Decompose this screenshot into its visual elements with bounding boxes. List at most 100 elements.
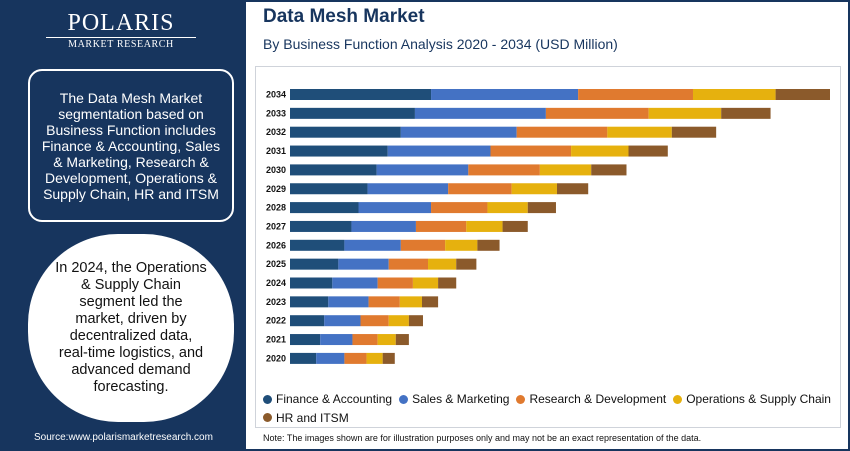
bar-2029-series-1 bbox=[367, 183, 449, 195]
bar-2020-series-1 bbox=[316, 352, 345, 364]
highlight-info-text: In 2024, the Operations & Supply Chain s… bbox=[55, 260, 207, 395]
bar-2025-series-3 bbox=[428, 258, 457, 270]
bar-2031-series-3 bbox=[571, 145, 629, 157]
bar-2032-series-2 bbox=[516, 126, 608, 138]
bar-2022-series-1 bbox=[324, 315, 361, 327]
polaris-logo: POLARIS MARKET RESEARCH bbox=[46, 10, 196, 50]
bar-2024-series-3 bbox=[412, 277, 439, 289]
bar-2026-series-3 bbox=[445, 239, 478, 251]
bar-2021-series-0 bbox=[290, 334, 321, 346]
category-label-2034: 2034 bbox=[266, 90, 286, 100]
bar-2027-series-0 bbox=[290, 220, 352, 232]
bar-2020-series-2 bbox=[344, 352, 367, 364]
bar-2023-series-0 bbox=[290, 296, 329, 308]
bar-2027-series-1 bbox=[351, 220, 416, 232]
bar-2034-series-1 bbox=[431, 89, 579, 100]
bar-2022-series-2 bbox=[360, 315, 389, 327]
category-label-2026: 2026 bbox=[266, 240, 286, 250]
bar-2029-series-4 bbox=[556, 183, 589, 195]
bar-2034-series-3 bbox=[692, 89, 776, 100]
bar-2024-series-4 bbox=[438, 277, 457, 289]
bar-2027-series-4 bbox=[502, 220, 528, 232]
bar-2022-series-0 bbox=[290, 315, 325, 327]
category-label-2032: 2032 bbox=[266, 127, 286, 137]
legend-item-2: Research & Development bbox=[516, 390, 666, 408]
bar-2024-series-1 bbox=[332, 277, 378, 289]
legend-label-1: Sales & Marketing bbox=[412, 392, 510, 406]
bar-2030-series-4 bbox=[591, 164, 627, 176]
bar-2022-series-3 bbox=[388, 315, 409, 327]
bar-2029-series-0 bbox=[290, 183, 368, 195]
bar-2026-series-1 bbox=[344, 239, 401, 251]
legend-swatch-1 bbox=[399, 394, 409, 404]
bar-2031-series-1 bbox=[387, 145, 491, 157]
segmentation-info-box: The Data Mesh Market segmentation based … bbox=[28, 69, 234, 222]
category-label-2033: 2033 bbox=[266, 108, 286, 118]
bar-2020-series-0 bbox=[290, 352, 317, 364]
category-label-2029: 2029 bbox=[266, 184, 286, 194]
bar-2034-series-0 bbox=[290, 89, 432, 100]
legend-label-0: Finance & Accounting bbox=[276, 392, 393, 406]
bar-2034-series-4 bbox=[775, 89, 830, 100]
bar-2025-series-4 bbox=[456, 258, 477, 270]
bar-2028-series-3 bbox=[487, 202, 528, 214]
bar-2021-series-2 bbox=[352, 334, 378, 346]
bar-2028-series-0 bbox=[290, 202, 359, 214]
bar-2030-series-2 bbox=[468, 164, 540, 176]
bar-2020-series-3 bbox=[366, 352, 383, 364]
bar-2023-series-3 bbox=[399, 296, 422, 308]
chart-title: Data Mesh Market bbox=[263, 6, 425, 27]
category-label-2022: 2022 bbox=[266, 316, 286, 326]
bar-2033-series-0 bbox=[290, 107, 415, 119]
logo-subtitle: MARKET RESEARCH bbox=[46, 37, 196, 50]
bar-2026-series-0 bbox=[290, 239, 345, 251]
bar-2031-series-4 bbox=[628, 145, 668, 157]
bar-2023-series-4 bbox=[421, 296, 439, 308]
legend-label-4: HR and ITSM bbox=[276, 410, 349, 425]
bar-2021-series-4 bbox=[395, 334, 409, 346]
bar-2027-series-3 bbox=[466, 220, 503, 232]
bar-2024-series-0 bbox=[290, 277, 333, 289]
highlight-info-box: In 2024, the Operations & Supply Chain s… bbox=[28, 234, 234, 422]
legend-item-0: Finance & Accounting bbox=[263, 390, 392, 408]
bar-2032-series-3 bbox=[607, 126, 672, 138]
category-label-2030: 2030 bbox=[266, 165, 286, 175]
bar-2030-series-0 bbox=[290, 164, 377, 176]
legend-swatch-0 bbox=[263, 394, 272, 404]
chart-subtitle: By Business Function Analysis 2020 - 203… bbox=[263, 36, 618, 52]
category-label-2025: 2025 bbox=[266, 259, 286, 269]
bar-2030-series-1 bbox=[376, 164, 469, 176]
legend-swatch-3 bbox=[673, 394, 683, 404]
bar-2032-series-0 bbox=[290, 126, 401, 138]
bar-2026-series-2 bbox=[400, 239, 446, 251]
bar-2032-series-4 bbox=[671, 126, 717, 138]
bar-2032-series-1 bbox=[400, 126, 517, 138]
sidebar: POLARIS MARKET RESEARCH The Data Mesh Ma… bbox=[2, 2, 246, 449]
bar-2031-series-2 bbox=[490, 145, 572, 157]
legend-item-3: Operations & Supply Chain bbox=[673, 390, 831, 408]
bar-2033-series-1 bbox=[414, 107, 546, 119]
bar-2033-series-2 bbox=[545, 107, 649, 119]
category-label-2024: 2024 bbox=[266, 278, 286, 288]
bar-2026-series-4 bbox=[477, 239, 500, 251]
legend-item-4: HR and ITSM bbox=[263, 409, 349, 427]
bar-2024-series-2 bbox=[377, 277, 413, 289]
bar-2025-series-2 bbox=[388, 258, 429, 270]
bar-2031-series-0 bbox=[290, 145, 388, 157]
category-label-2028: 2028 bbox=[266, 203, 286, 213]
legend-label-2: Research & Development bbox=[529, 392, 667, 406]
bar-2023-series-1 bbox=[328, 296, 369, 308]
logo-wordmark: POLARIS bbox=[67, 10, 175, 36]
segmentation-info-text: The Data Mesh Market segmentation based … bbox=[41, 89, 221, 202]
bar-2023-series-2 bbox=[368, 296, 400, 308]
bar-2033-series-3 bbox=[648, 107, 722, 119]
bar-2029-series-3 bbox=[511, 183, 557, 195]
bar-2025-series-1 bbox=[338, 258, 389, 270]
source-text: Source:www.polarismarketresearch.com bbox=[34, 432, 213, 443]
bar-2028-series-2 bbox=[431, 202, 488, 214]
bar-2021-series-3 bbox=[377, 334, 396, 346]
bar-2022-series-4 bbox=[408, 315, 423, 327]
chart-legend: Finance & Accounting Sales & Marketing Res… bbox=[263, 390, 843, 427]
bar-2028-series-4 bbox=[527, 202, 556, 214]
